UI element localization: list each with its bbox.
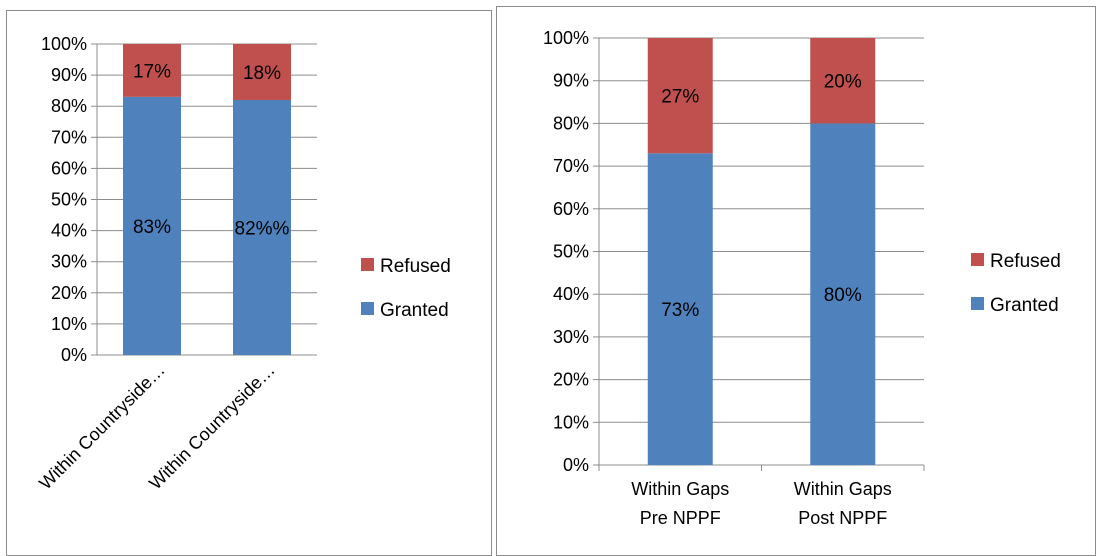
left-category-label: Within Countryside… — [35, 360, 169, 494]
chart-left: 0% 10% 20% 30% 40% 50% 60% 70% 80% 90% 100% 83% 17% W… — [35, 34, 451, 494]
left-y-tick-label: 10% — [51, 314, 87, 334]
right-legend-label-granted: Granted — [990, 295, 1059, 316]
chart-right-panel: 0% 10% 20% 30% 40% 50% 60% 70% 80% 90% 100% 73% 27% W… — [496, 6, 1096, 556]
right-y-tick-label: 0% — [563, 455, 589, 475]
left-y-tick-label: 30% — [51, 252, 87, 272]
left-y-tick-label: 50% — [51, 190, 87, 210]
right-y-tick-label: 70% — [553, 156, 589, 176]
right-data-label-granted: 80% — [824, 285, 862, 306]
left-category-label: Within Countryside… — [145, 360, 279, 494]
right-y-tick-label: 100% — [543, 28, 589, 48]
right-data-label-granted: 73% — [661, 300, 699, 321]
right-y-tick-label: 20% — [553, 370, 589, 390]
left-legend-swatch-granted — [361, 302, 374, 315]
right-bar-granted — [647, 153, 713, 466]
right-legend-label-refused: Refused — [990, 251, 1061, 272]
left-data-label-refused: 18% — [243, 63, 281, 84]
left-y-tick-label: 20% — [51, 283, 87, 303]
left-legend-swatch-refused — [361, 258, 374, 271]
right-legend-swatch-granted — [971, 297, 984, 310]
right-bar-granted — [810, 123, 876, 466]
left-bar-refused — [233, 44, 291, 100]
left-y-tick-label: 60% — [51, 158, 87, 178]
right-data-label-refused: 20% — [824, 72, 862, 93]
left-y-tick-label: 80% — [51, 96, 87, 116]
left-data-label-refused: 17% — [133, 61, 171, 82]
chart-left-panel: 0% 10% 20% 30% 40% 50% 60% 70% 80% 90% 100% 83% 17% W… — [6, 10, 492, 556]
right-legend-swatch-refused — [971, 253, 984, 266]
left-legend-label-granted: Granted — [380, 300, 449, 321]
right-y-tick-label: 80% — [553, 113, 589, 133]
left-y-tick-label: 90% — [51, 65, 87, 85]
right-y-tick-label: 50% — [553, 242, 589, 262]
right-data-label-refused: 27% — [661, 87, 699, 108]
left-y-tick-label: 70% — [51, 127, 87, 147]
left-y-tick-label: 0% — [61, 345, 87, 365]
right-category-label: Within Gaps — [631, 479, 729, 499]
chart-right: 0% 10% 20% 30% 40% 50% 60% 70% 80% 90% 100% 73% 27% W… — [543, 28, 1061, 528]
right-y-tick-label: 60% — [553, 199, 589, 219]
left-legend-label-refused: Refused — [380, 256, 451, 277]
left-data-label-granted: 82%% — [235, 218, 290, 239]
right-category-label: Within Gaps — [794, 479, 892, 499]
right-y-tick-label: 30% — [553, 327, 589, 347]
left-bar-refused — [123, 44, 181, 97]
right-category-label: Post NPPF — [798, 508, 887, 528]
left-y-tick-label: 100% — [41, 34, 87, 54]
left-data-label-granted: 83% — [133, 217, 171, 238]
left-bar-granted — [123, 96, 181, 356]
right-y-tick-label: 40% — [553, 284, 589, 304]
right-bar-refused — [647, 38, 713, 154]
right-bar-refused — [810, 38, 876, 124]
left-y-tick-label: 40% — [51, 221, 87, 241]
right-y-tick-label: 10% — [553, 412, 589, 432]
left-bar-granted — [233, 99, 291, 355]
right-category-label: Pre NPPF — [640, 508, 721, 528]
right-y-tick-label: 90% — [553, 71, 589, 91]
